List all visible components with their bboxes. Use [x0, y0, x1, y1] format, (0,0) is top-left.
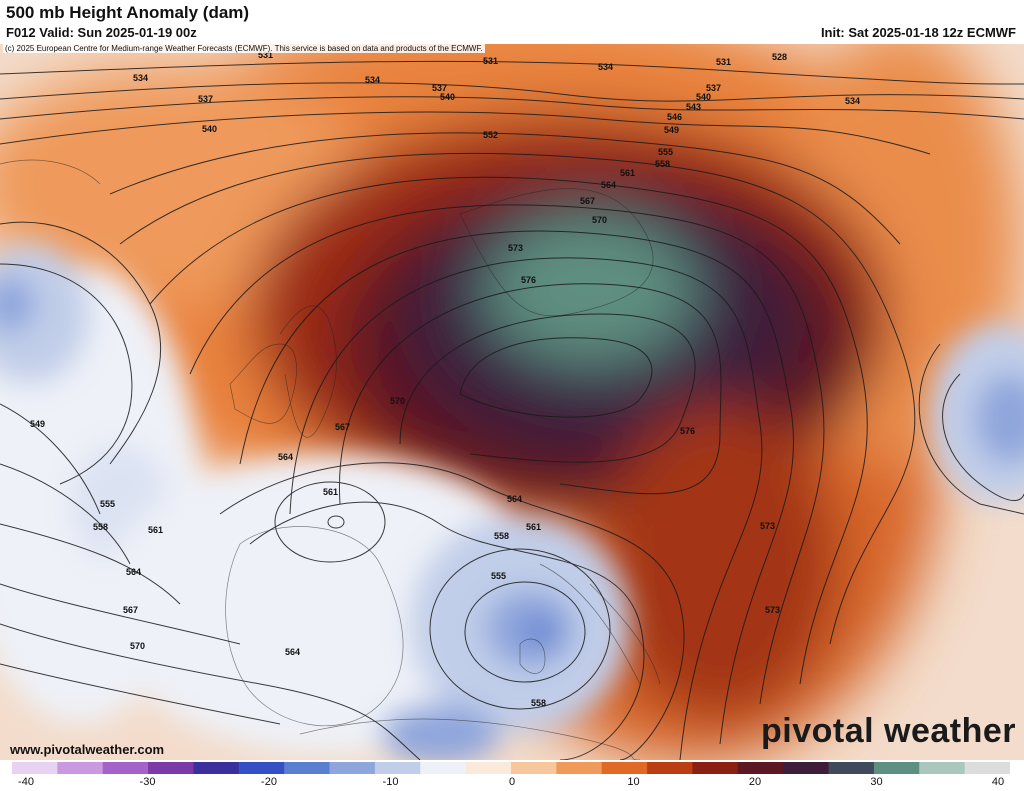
colorbar-tick-label: -10	[382, 776, 399, 788]
colorbar-swatch	[783, 762, 830, 774]
map-canvas: 531 531 534 534 537 540 531 528 534 537 …	[0, 44, 1024, 760]
colorbar-swatch	[737, 762, 784, 774]
colorbar-swatch	[873, 762, 920, 774]
contour-label: 537	[432, 83, 447, 93]
colorbar-swatch	[511, 762, 557, 774]
colorbar-swatch	[374, 762, 421, 774]
contour-label: 540	[202, 124, 217, 134]
colorbar-tick-label: 40	[991, 776, 1005, 788]
contour-label: 534	[365, 75, 380, 85]
colorbar-swatch	[193, 762, 240, 774]
contour-label: 567	[335, 422, 350, 432]
contour-label: 546	[667, 112, 682, 122]
contour-label: 528	[772, 52, 787, 62]
colorbar-tick-label: -30	[139, 776, 156, 788]
contour-label: 567	[123, 605, 138, 615]
contour-label: 558	[531, 698, 546, 708]
colorbar-labels: -40 -30 -20 -10 0 10 20 30 40	[0, 776, 1024, 790]
contour-label: 573	[508, 243, 523, 253]
colorbar-swatch	[964, 762, 1010, 774]
contour-label: 540	[696, 92, 711, 102]
colorbar-swatch	[692, 762, 739, 774]
contour-label: 543	[686, 102, 701, 112]
contour-labels: 531 531 534 534 537 540 531 528 534 537 …	[30, 50, 860, 708]
chart-title: 500 mb Height Anomaly (dam)	[6, 3, 250, 22]
site-url[interactable]: www.pivotalweather.com	[10, 742, 165, 757]
contour-label: 576	[680, 426, 695, 436]
colorbar-tick-label: -40	[18, 776, 34, 788]
contour-label: 540	[440, 92, 455, 102]
contour-label: 534	[598, 62, 613, 72]
contour-label: 561	[323, 487, 338, 497]
contour-label: 564	[507, 494, 522, 504]
contour-label: 573	[760, 521, 775, 531]
contour-label: 537	[706, 83, 721, 93]
contour-label: 555	[100, 499, 115, 509]
colorbar-swatch	[329, 762, 376, 774]
colorbar-swatch	[238, 762, 285, 774]
contour-label: 573	[765, 605, 780, 615]
colorbar-tick-label: -20	[261, 776, 277, 788]
contour-label: 558	[655, 159, 670, 169]
colorbar-tick-label: 20	[748, 776, 762, 788]
colorbar-swatch	[647, 762, 693, 774]
colorbar-swatch	[601, 762, 648, 774]
colorbar-swatch	[420, 762, 467, 774]
colorbar-tick-label: 30	[870, 776, 883, 788]
colorbar-swatch	[828, 762, 875, 774]
contour-label: 567	[580, 196, 595, 206]
contour-label: 531	[716, 57, 731, 67]
contour-label: 549	[664, 125, 679, 135]
colorbar	[12, 762, 1010, 774]
contour-label: 558	[93, 522, 108, 532]
colorbar-swatch	[12, 762, 58, 774]
colorbar-tick-label: 10	[627, 776, 640, 788]
valid-time: F012 Valid: Sun 2025-01-19 00z	[6, 25, 197, 40]
colorbar-swatch	[102, 762, 149, 774]
contour-label: 531	[258, 50, 273, 60]
contour-label: 561	[526, 522, 541, 532]
pivotal-weather-logo: pivotal weather	[760, 712, 1016, 750]
contour-label: 561	[148, 525, 163, 535]
contour-label: 570	[592, 215, 607, 225]
colorbar-tick-label: 0	[508, 776, 516, 788]
contour-label: 564	[278, 452, 293, 462]
anomaly-map: 531 531 534 534 537 540 531 528 534 537 …	[0, 44, 1024, 760]
contour-label: 564	[126, 567, 141, 577]
contour-label: 552	[483, 130, 498, 140]
contour-label: 537	[198, 94, 213, 104]
colorbar-swatch	[465, 762, 512, 774]
colorbar-swatch	[556, 762, 603, 774]
contour-label: 570	[390, 396, 405, 406]
height-contours	[0, 60, 1024, 760]
contour-label: 531	[483, 56, 498, 66]
contour-label: 549	[30, 419, 45, 429]
contour-label: 555	[658, 147, 673, 157]
contour-label: 555	[491, 571, 506, 581]
contour-label: 570	[130, 641, 145, 651]
contour-label: 564	[285, 647, 300, 657]
colorbar-swatch	[284, 762, 331, 774]
colorbar-swatch	[148, 762, 194, 774]
colorbar-swatch	[57, 762, 104, 774]
contour-label: 564	[601, 180, 616, 190]
header: 500 mb Height Anomaly (dam) F012 Valid: …	[0, 0, 1024, 44]
contour-label: 558	[494, 531, 509, 541]
init-time: Init: Sat 2025-01-18 12z ECMWF	[820, 25, 1016, 40]
contour-label: 576	[521, 275, 536, 285]
contour-label: 561	[620, 168, 635, 178]
colorbar-swatch	[919, 762, 966, 774]
contour-label: 534	[845, 96, 860, 106]
contour-label: 534	[133, 73, 148, 83]
copyright-notice: (c) 2025 European Centre for Medium-rang…	[3, 44, 485, 53]
